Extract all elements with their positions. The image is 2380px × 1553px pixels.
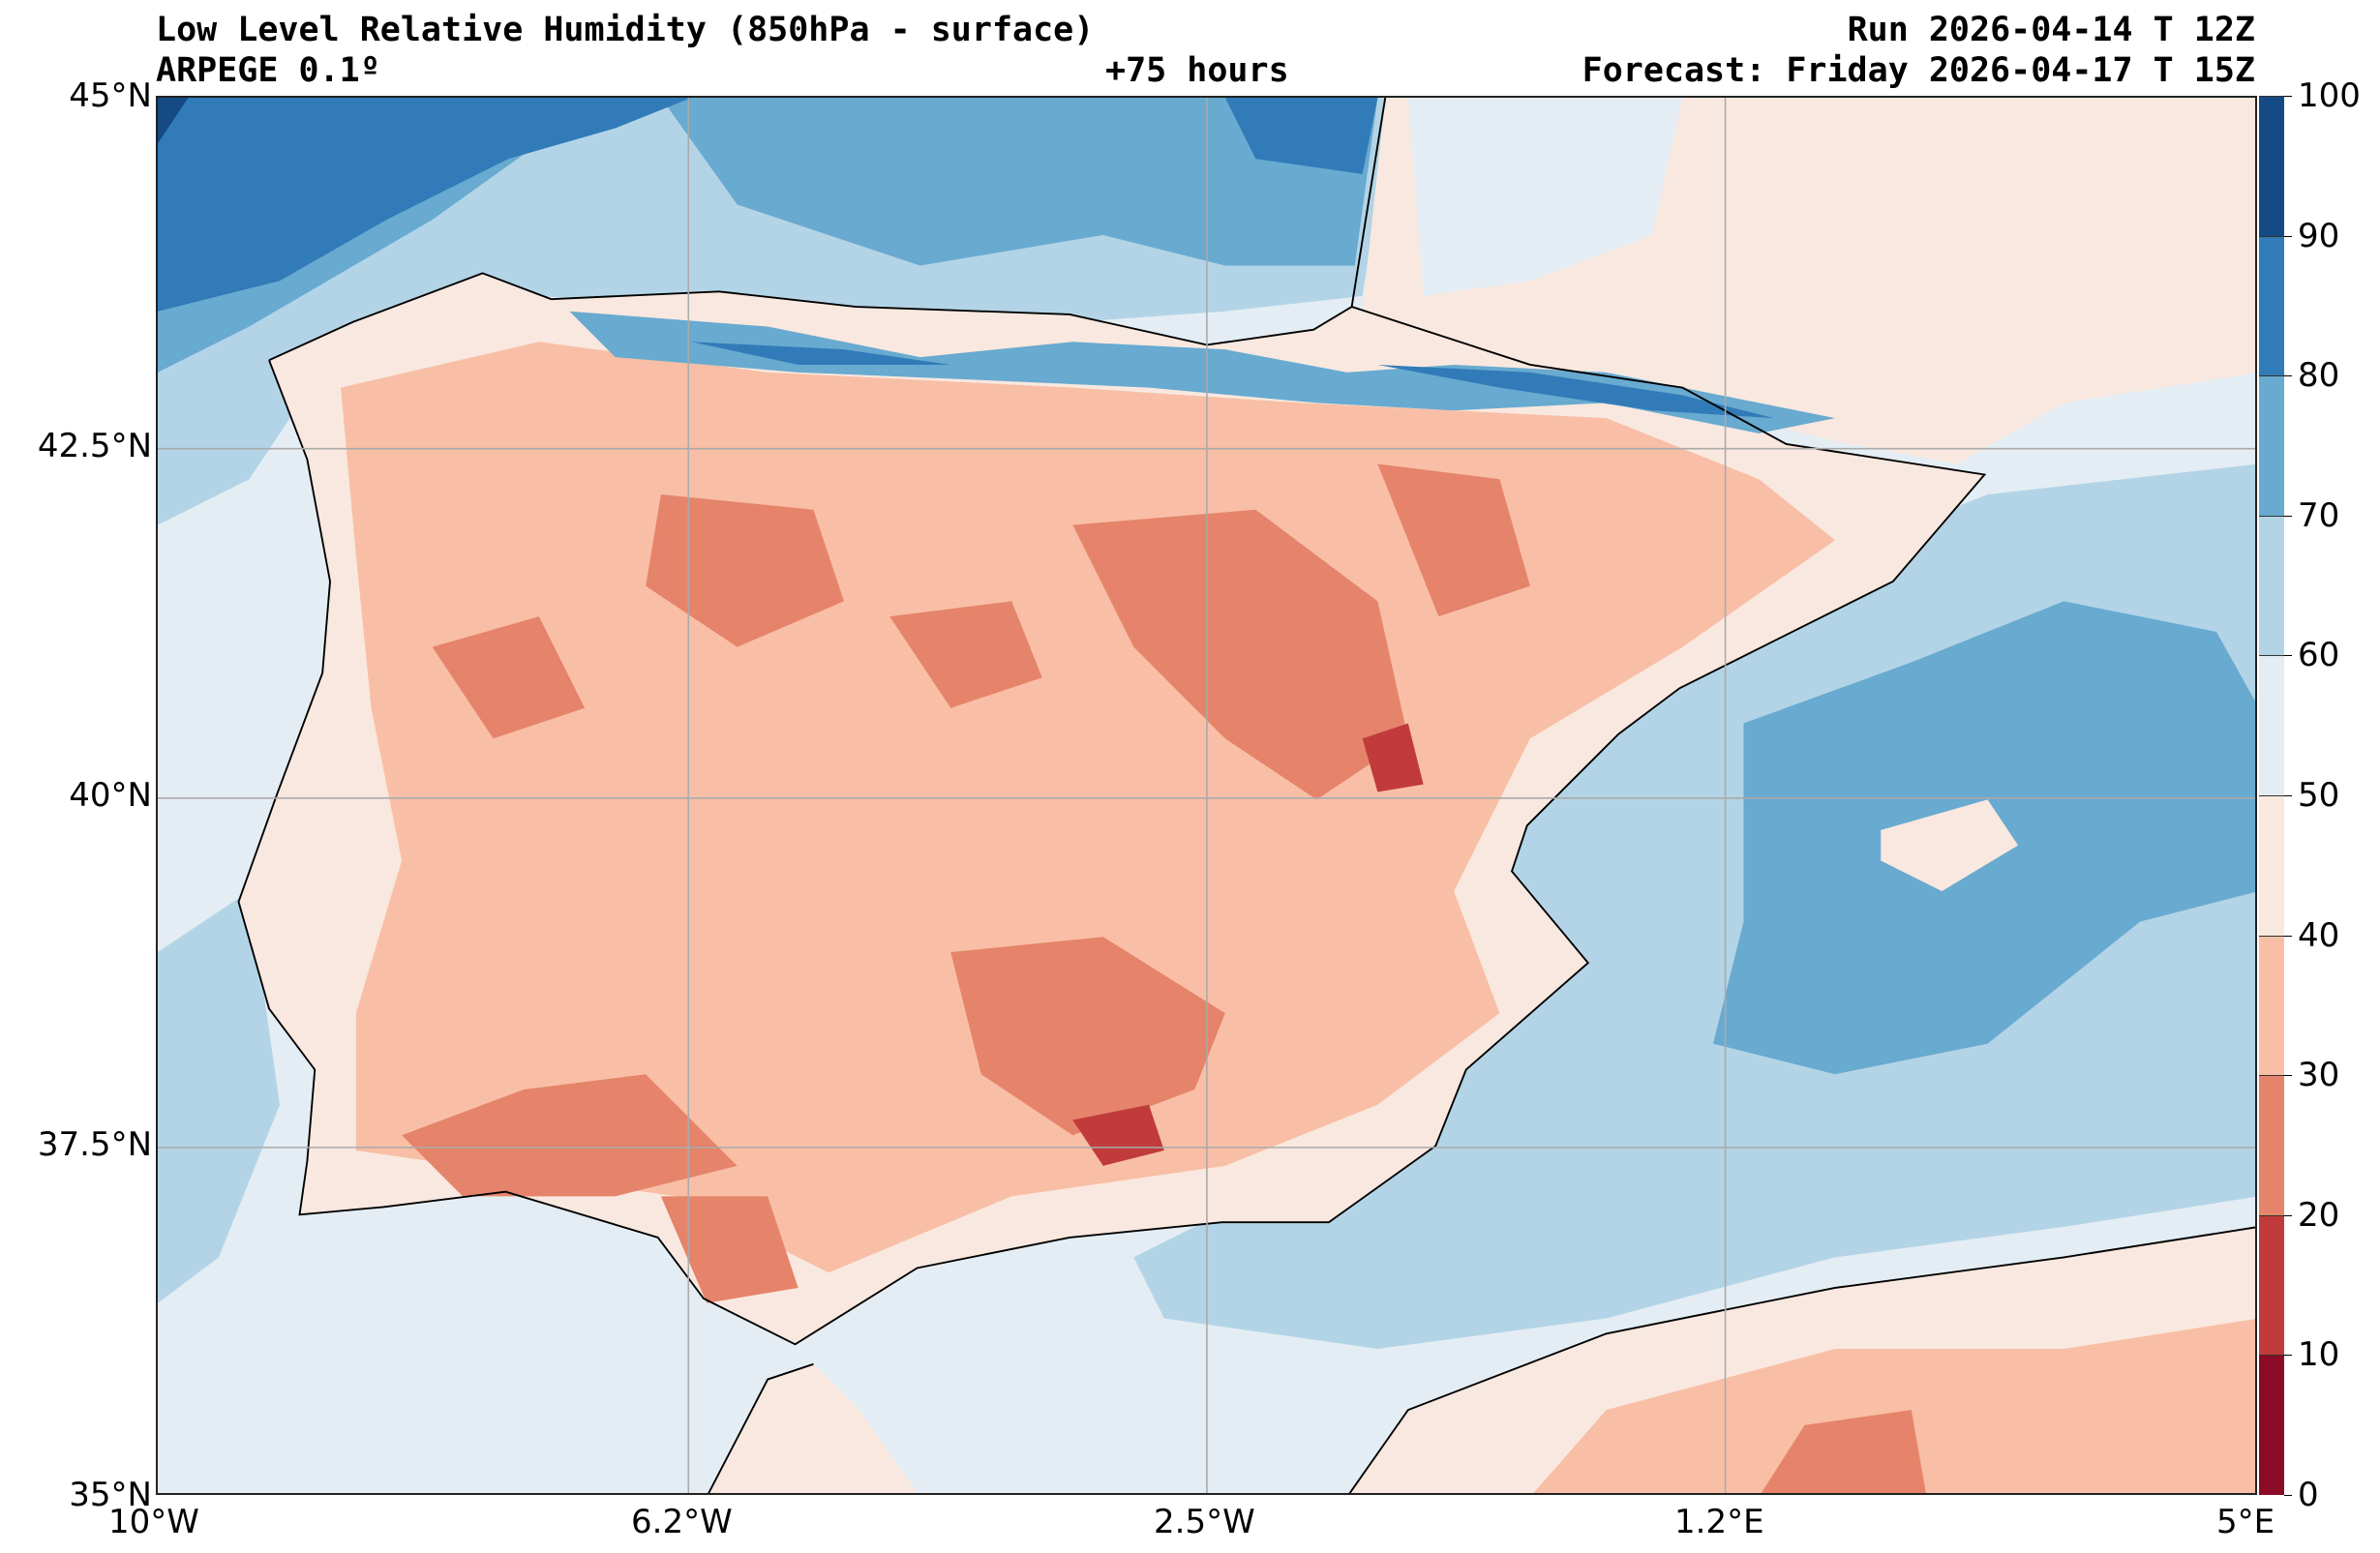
colorbar-tick [2284, 375, 2292, 377]
colorbar-tick [2284, 515, 2292, 517]
colorbar-segment [2259, 935, 2284, 1076]
run-label: Run 2026-04-14 T 12Z [1847, 11, 2255, 49]
model-label: ARPEGE 0.1º [156, 51, 380, 90]
humidity-map [156, 96, 2257, 1495]
colorbar-tick-label: 60 [2298, 636, 2340, 675]
contour-30-40 [1533, 1319, 2255, 1493]
colorbar-segment [2259, 96, 2284, 236]
colorbar-tick [2284, 1355, 2292, 1357]
y-tick-label: 35°N [69, 1476, 152, 1514]
balearic-islands [1881, 799, 2019, 891]
colorbar-segment [2259, 235, 2284, 376]
map-canvas [158, 98, 2255, 1493]
y-tick-label: 40°N [69, 776, 152, 815]
chart-title: Low Level Relative Humidity (850hPa - su… [156, 11, 1095, 49]
colorbar-tick [2284, 1075, 2292, 1077]
contour-20-30 [402, 463, 1530, 1303]
y-tick-label: 42.5°N [37, 427, 152, 465]
y-tick-label: 37.5°N [37, 1125, 152, 1164]
x-tick-label: 2.5°W [1154, 1503, 1255, 1541]
colorbar-segment [2259, 1214, 2284, 1356]
x-tick-label: 1.2°E [1674, 1503, 1764, 1541]
colorbar-tick-label: 70 [2298, 495, 2340, 535]
gridlines [158, 98, 2255, 1493]
forecast-label: Forecast: Friday 2026-04-17 T 15Z [1582, 51, 2255, 90]
contour-20-30 [1761, 1410, 1926, 1493]
colorbar-tick [2284, 1214, 2292, 1216]
colorbar-tick-label: 90 [2298, 216, 2340, 255]
colorbar-tick [2284, 235, 2292, 237]
contour-80-90 [691, 342, 1775, 419]
lead-time-label: +75 hours [1105, 51, 1289, 90]
colorbar-tick [2284, 655, 2292, 657]
colorbar [2259, 96, 2284, 1495]
colorbar-segment [2259, 1075, 2284, 1215]
colorbar-segment [2259, 795, 2284, 936]
contour-50-60 [1407, 98, 1683, 296]
contour-60-70 [158, 890, 281, 1303]
colorbar-tick [2284, 935, 2292, 937]
x-tick-label: 5°E [2216, 1503, 2275, 1541]
contour-80-90 [158, 98, 692, 312]
y-tick-label: 45°N [69, 76, 152, 115]
colorbar-tick [2284, 96, 2292, 97]
x-tick-label: 6.2°W [631, 1503, 733, 1541]
coastlines [237, 98, 2255, 1493]
colorbar-tick-label: 40 [2298, 915, 2340, 955]
colorbar-tick-label: 10 [2298, 1335, 2340, 1375]
colorbar-segment [2259, 375, 2284, 516]
colorbar-tick-label: 80 [2298, 356, 2340, 396]
contour-70-80 [569, 311, 1836, 433]
contour-10-20 [1072, 723, 1424, 1166]
colorbar-tick [2284, 1495, 2292, 1496]
colorbar-segment [2259, 655, 2284, 795]
colorbar-tick [2284, 795, 2292, 796]
colorbar-tick-label: 20 [2298, 1195, 2340, 1235]
colorbar-segment [2259, 1355, 2284, 1495]
colorbar-tick-label: 30 [2298, 1056, 2340, 1095]
colorbar-segment [2259, 515, 2284, 656]
contour-80-90 [1224, 98, 1378, 174]
colorbar-tick-label: 0 [2298, 1476, 2319, 1514]
x-tick-label: 10°W [108, 1503, 199, 1541]
colorbar-tick-label: 50 [2298, 776, 2340, 815]
colorbar-tick-label: 100 [2298, 76, 2361, 115]
